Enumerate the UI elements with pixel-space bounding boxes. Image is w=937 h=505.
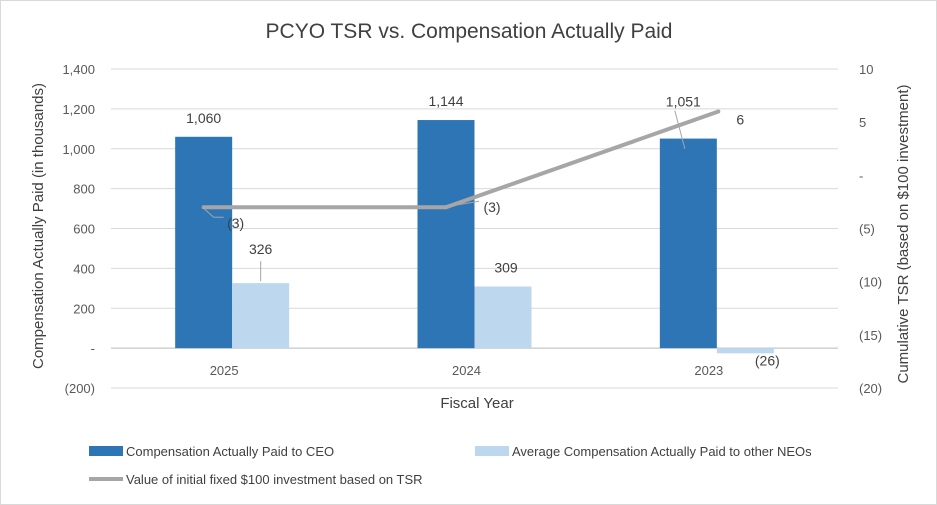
leader-tsr-2025	[204, 208, 224, 218]
y2-axis-ticks: 10 5 - (5) (10) (15) (20)	[859, 62, 882, 396]
y2-tick-label: 10	[859, 62, 873, 77]
bar-ceo-2025	[175, 136, 233, 349]
y-tick-label: (200)	[65, 381, 95, 396]
label-tsr-2025: (3)	[227, 215, 244, 231]
y-tick-label: 1,200	[62, 102, 95, 117]
label-ceo-2024: 1,144	[428, 93, 463, 109]
tsr-point-2023	[716, 109, 721, 114]
label-tsr-2024: (3)	[483, 199, 500, 215]
x-tick-label: 2023	[694, 363, 723, 378]
y-axis-title: Compensation Actually Paid (in thousands…	[30, 83, 47, 369]
y-tick-label: -	[91, 341, 95, 356]
y-tick-label: 600	[73, 222, 95, 237]
label-ceo-2025: 1,060	[186, 110, 221, 126]
data-labels: 1,060 1,144 1,051 326 309 (26) (3) (3) 6	[186, 93, 780, 368]
y-tick-label: 1,000	[62, 142, 95, 157]
x-tick-label: 2024	[452, 363, 481, 378]
y-tick-label: 800	[73, 182, 95, 197]
y-tick-label: 200	[73, 301, 95, 316]
y2-axis-title: Cumulative TSR (based on $100 investment…	[895, 84, 912, 383]
leader-ceo-2023	[674, 110, 686, 149]
x-tick-label: 2025	[210, 363, 239, 378]
x-axis-title: Fiscal Year	[440, 395, 513, 412]
bar-neo-2024	[474, 286, 532, 349]
y2-tick-label: (15)	[859, 328, 882, 343]
y2-tick-label: (10)	[859, 275, 882, 290]
legend: Compensation Actually Paid to CEO Averag…	[89, 444, 812, 487]
y-tick-label: 400	[73, 261, 95, 276]
bar-ceo-2023	[659, 138, 717, 349]
legend-swatch-ceo	[89, 446, 123, 456]
bar-ceo-2024	[417, 120, 475, 349]
label-neo-2023: (26)	[755, 352, 780, 368]
y-tick-label: 1,400	[62, 62, 95, 77]
legend-label-ceo: Compensation Actually Paid to CEO	[126, 444, 334, 459]
legend-label-neo: Average Compensation Actually Paid to ot…	[512, 444, 812, 459]
label-neo-2025: 326	[249, 241, 273, 257]
label-ceo-2023: 1,051	[666, 94, 701, 110]
y2-tick-label: 5	[859, 115, 866, 130]
x-axis-ticks: 2025 2024 2023	[210, 363, 724, 378]
legend-swatch-neo	[475, 446, 509, 456]
bar-neo-2025	[232, 283, 290, 349]
y2-tick-label: (20)	[859, 381, 882, 396]
legend-label-tsr: Value of initial fixed $100 investment b…	[126, 472, 423, 487]
y2-tick-label: -	[859, 168, 863, 183]
tsr-line-group	[201, 109, 721, 210]
label-neo-2024: 309	[494, 260, 518, 276]
tsr-point-2024	[444, 205, 448, 210]
y2-tick-label: (5)	[859, 222, 875, 237]
y-axis-ticks: 1,400 1,200 1,000 800 600 400 200 - (200)	[62, 62, 95, 396]
chart-title: PCYO TSR vs. Compensation Actually Paid	[266, 20, 673, 43]
label-tsr-2023: 6	[736, 112, 744, 128]
bar-neo-2023	[716, 348, 774, 354]
bar-marks	[175, 120, 774, 354]
tsr-point-2025	[201, 205, 206, 210]
